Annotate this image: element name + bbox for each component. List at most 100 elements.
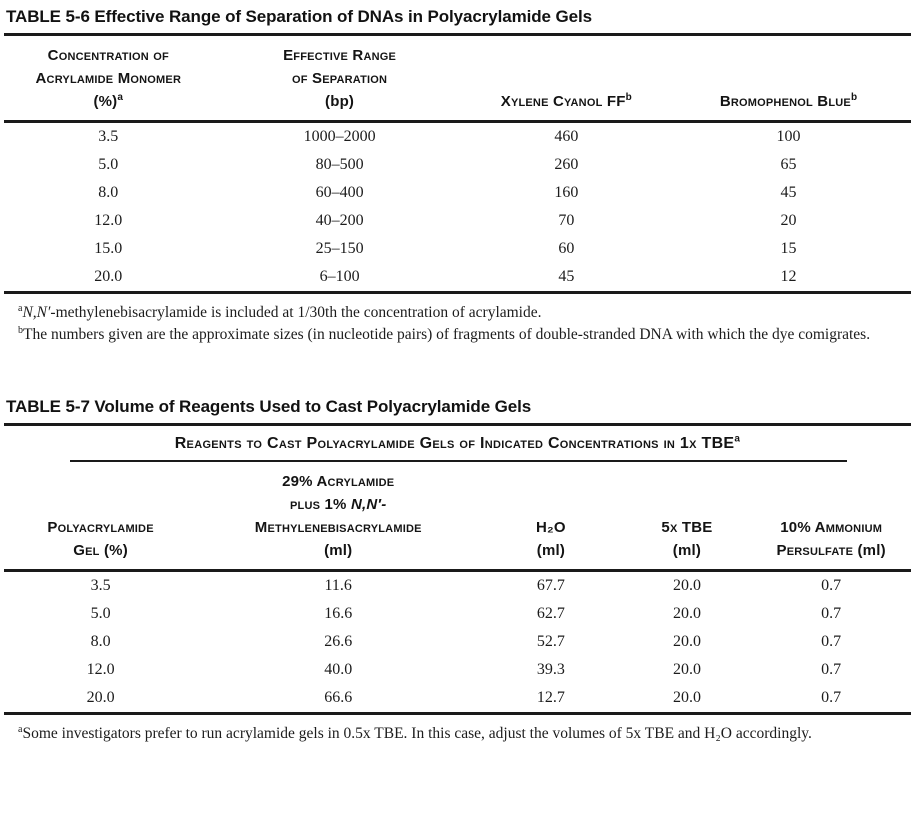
table-cell: 8.0 — [98, 184, 119, 201]
title-divider — [4, 423, 911, 426]
footnote-marker: a — [18, 302, 23, 314]
header-label: plus 1% — [290, 496, 351, 513]
table-cell: 66.6 — [324, 689, 353, 706]
footnote-marker: b — [850, 92, 858, 103]
table-5-7-body: 3.5 11.6 67.7 20.0 0.7 5.0 16.6 62.7 20.… — [4, 571, 911, 714]
table-cell: 15 — [780, 240, 797, 257]
table-cell: 12.0 — [86, 661, 115, 678]
table-5-7: Polyacrylamide Gel (%) 29% Acrylamide pl… — [4, 462, 911, 715]
unit-label: (ml) — [536, 542, 566, 559]
table-row: 3.5 1000–2000 460 100 — [4, 122, 911, 152]
footnote-a: aSome investigators prefer to run acryla… — [4, 723, 911, 745]
table-cell: 20.0 — [672, 661, 701, 678]
header-line: (ml) — [623, 539, 752, 562]
column-header-polyacrylamide-gel: Polyacrylamide Gel (%) — [4, 462, 197, 571]
table-row: 15.0 25–150 60 15 — [4, 235, 911, 263]
table-cell: 70 — [558, 212, 575, 229]
table-cell: 0.7 — [821, 605, 842, 622]
table-5-7-header: Polyacrylamide Gel (%) 29% Acrylamide pl… — [4, 462, 911, 571]
table-cell: 20 — [780, 212, 797, 229]
column-header-acrylamide-bis-mix: 29% Acrylamide plus 1% N,N′- Methylenebi… — [197, 462, 479, 571]
table-cell: 260 — [554, 156, 579, 173]
column-header-water: H₂O (ml) — [479, 462, 622, 571]
table-cell: 0.7 — [821, 633, 842, 650]
footnote-marker: b — [18, 324, 23, 336]
footnote-italic: N,N′ — [22, 304, 51, 321]
footnote-b: bThe numbers given are the approximate s… — [4, 324, 911, 346]
table-cell: 100 — [776, 128, 801, 145]
header-line: 5x TBE — [661, 519, 713, 536]
header-line: of Separation — [291, 70, 388, 87]
table-row: 8.0 26.6 52.7 20.0 0.7 — [4, 628, 911, 656]
table-5-6-header: Concentration of Acrylamide Monomer (%)a… — [4, 36, 911, 122]
table-cell: 16.6 — [324, 605, 353, 622]
header-label: Bromophenol Blue — [719, 93, 851, 110]
header-line: (%)a — [4, 90, 213, 113]
footnote-marker: a — [18, 723, 23, 735]
table-cell: 45 — [558, 268, 575, 285]
table-cell: 0.7 — [821, 689, 842, 706]
table-cell: 65 — [780, 156, 797, 173]
table-cell: 8.0 — [90, 633, 111, 650]
table-cell: 1000–2000 — [303, 128, 376, 145]
unit-label: (ml) — [324, 542, 353, 559]
table-cell: 80–500 — [315, 156, 364, 173]
header-line: plus 1% N,N′- — [197, 493, 479, 516]
table-cell: 12.7 — [536, 689, 565, 706]
header-line: (ml) — [479, 539, 622, 562]
table-cell: 12 — [780, 268, 797, 285]
table-5-6-body: 3.5 1000–2000 460 100 5.0 80–500 260 65 … — [4, 122, 911, 293]
header-line: Gel (%) — [73, 542, 128, 559]
table-cell: 67.7 — [536, 577, 565, 594]
unit-label: (%) — [93, 93, 118, 110]
footnote-text: The numbers given are the approximate si… — [23, 326, 871, 343]
table-cell: 0.7 — [821, 661, 842, 678]
table-row: 8.0 60–400 160 45 — [4, 179, 911, 207]
header-line: H₂O — [536, 519, 566, 536]
table-cell: 52.7 — [536, 633, 565, 650]
footnote-marker: a — [117, 92, 124, 103]
table-row: 5.0 16.6 62.7 20.0 0.7 — [4, 600, 911, 628]
column-header-xylene-cyanol: Xylene Cyanol FFb — [467, 36, 667, 122]
table-cell: 11.6 — [324, 577, 352, 594]
header-line: Acrylamide Monomer — [35, 70, 182, 87]
chemical-name-italic: N,N′- — [350, 496, 387, 513]
column-header-effective-range: Effective Range of Separation (bp) — [213, 36, 467, 122]
header-line: Polyacrylamide — [47, 519, 154, 536]
table-5-7-title: TABLE 5-7 Volume of Reagents Used to Cas… — [6, 397, 532, 416]
unit-label: (bp) — [325, 93, 355, 110]
header-label: Xylene Cyanol FF — [500, 93, 626, 110]
header-line: Persulfate (ml) — [751, 539, 911, 562]
header-line: Methylenebisacrylamide — [254, 519, 422, 536]
table-cell: 20.0 — [86, 689, 115, 706]
table-5-7-footnotes: aSome investigators prefer to run acryla… — [4, 715, 911, 745]
table-5-7-section: TABLE 5-7 Volume of Reagents Used to Cas… — [4, 396, 911, 745]
table-cell: 12.0 — [94, 212, 123, 229]
table-cell: 0.7 — [821, 577, 842, 594]
footnote-marker: a — [734, 433, 741, 445]
table-cell: 20.0 — [94, 268, 123, 285]
footnote-a: aN,N′-methylenebisacrylamide is included… — [4, 302, 911, 324]
table-cell: 460 — [554, 128, 579, 145]
table-cell: 40–200 — [315, 212, 364, 229]
unit-label: (ml) — [857, 542, 886, 559]
table-5-7-spanning-header: Reagents to Cast Polyacrylamide Gels of … — [4, 426, 911, 458]
table-cell: 5.0 — [90, 605, 111, 622]
header-line: 10% Ammonium — [780, 519, 883, 536]
table-cell: 5.0 — [98, 156, 119, 173]
column-header-5x-tbe: 5x TBE (ml) — [623, 462, 752, 571]
spanning-header-label: Reagents to Cast Polyacrylamide Gels of … — [174, 435, 735, 452]
table-row: 20.0 66.6 12.7 20.0 0.7 — [4, 684, 911, 714]
table-cell: 40.0 — [324, 661, 353, 678]
table-cell: 20.0 — [672, 605, 701, 622]
table-row: 20.0 6–100 45 12 — [4, 263, 911, 293]
table-cell: 60 — [558, 240, 575, 257]
header-line: (bp) — [213, 90, 467, 113]
table-cell: 25–150 — [315, 240, 364, 257]
title-divider — [4, 33, 911, 36]
unit-label: (ml) — [672, 542, 702, 559]
header-line: 29% Acrylamide — [282, 473, 395, 490]
table-cell: 62.7 — [536, 605, 565, 622]
table-cell: 20.0 — [672, 577, 701, 594]
